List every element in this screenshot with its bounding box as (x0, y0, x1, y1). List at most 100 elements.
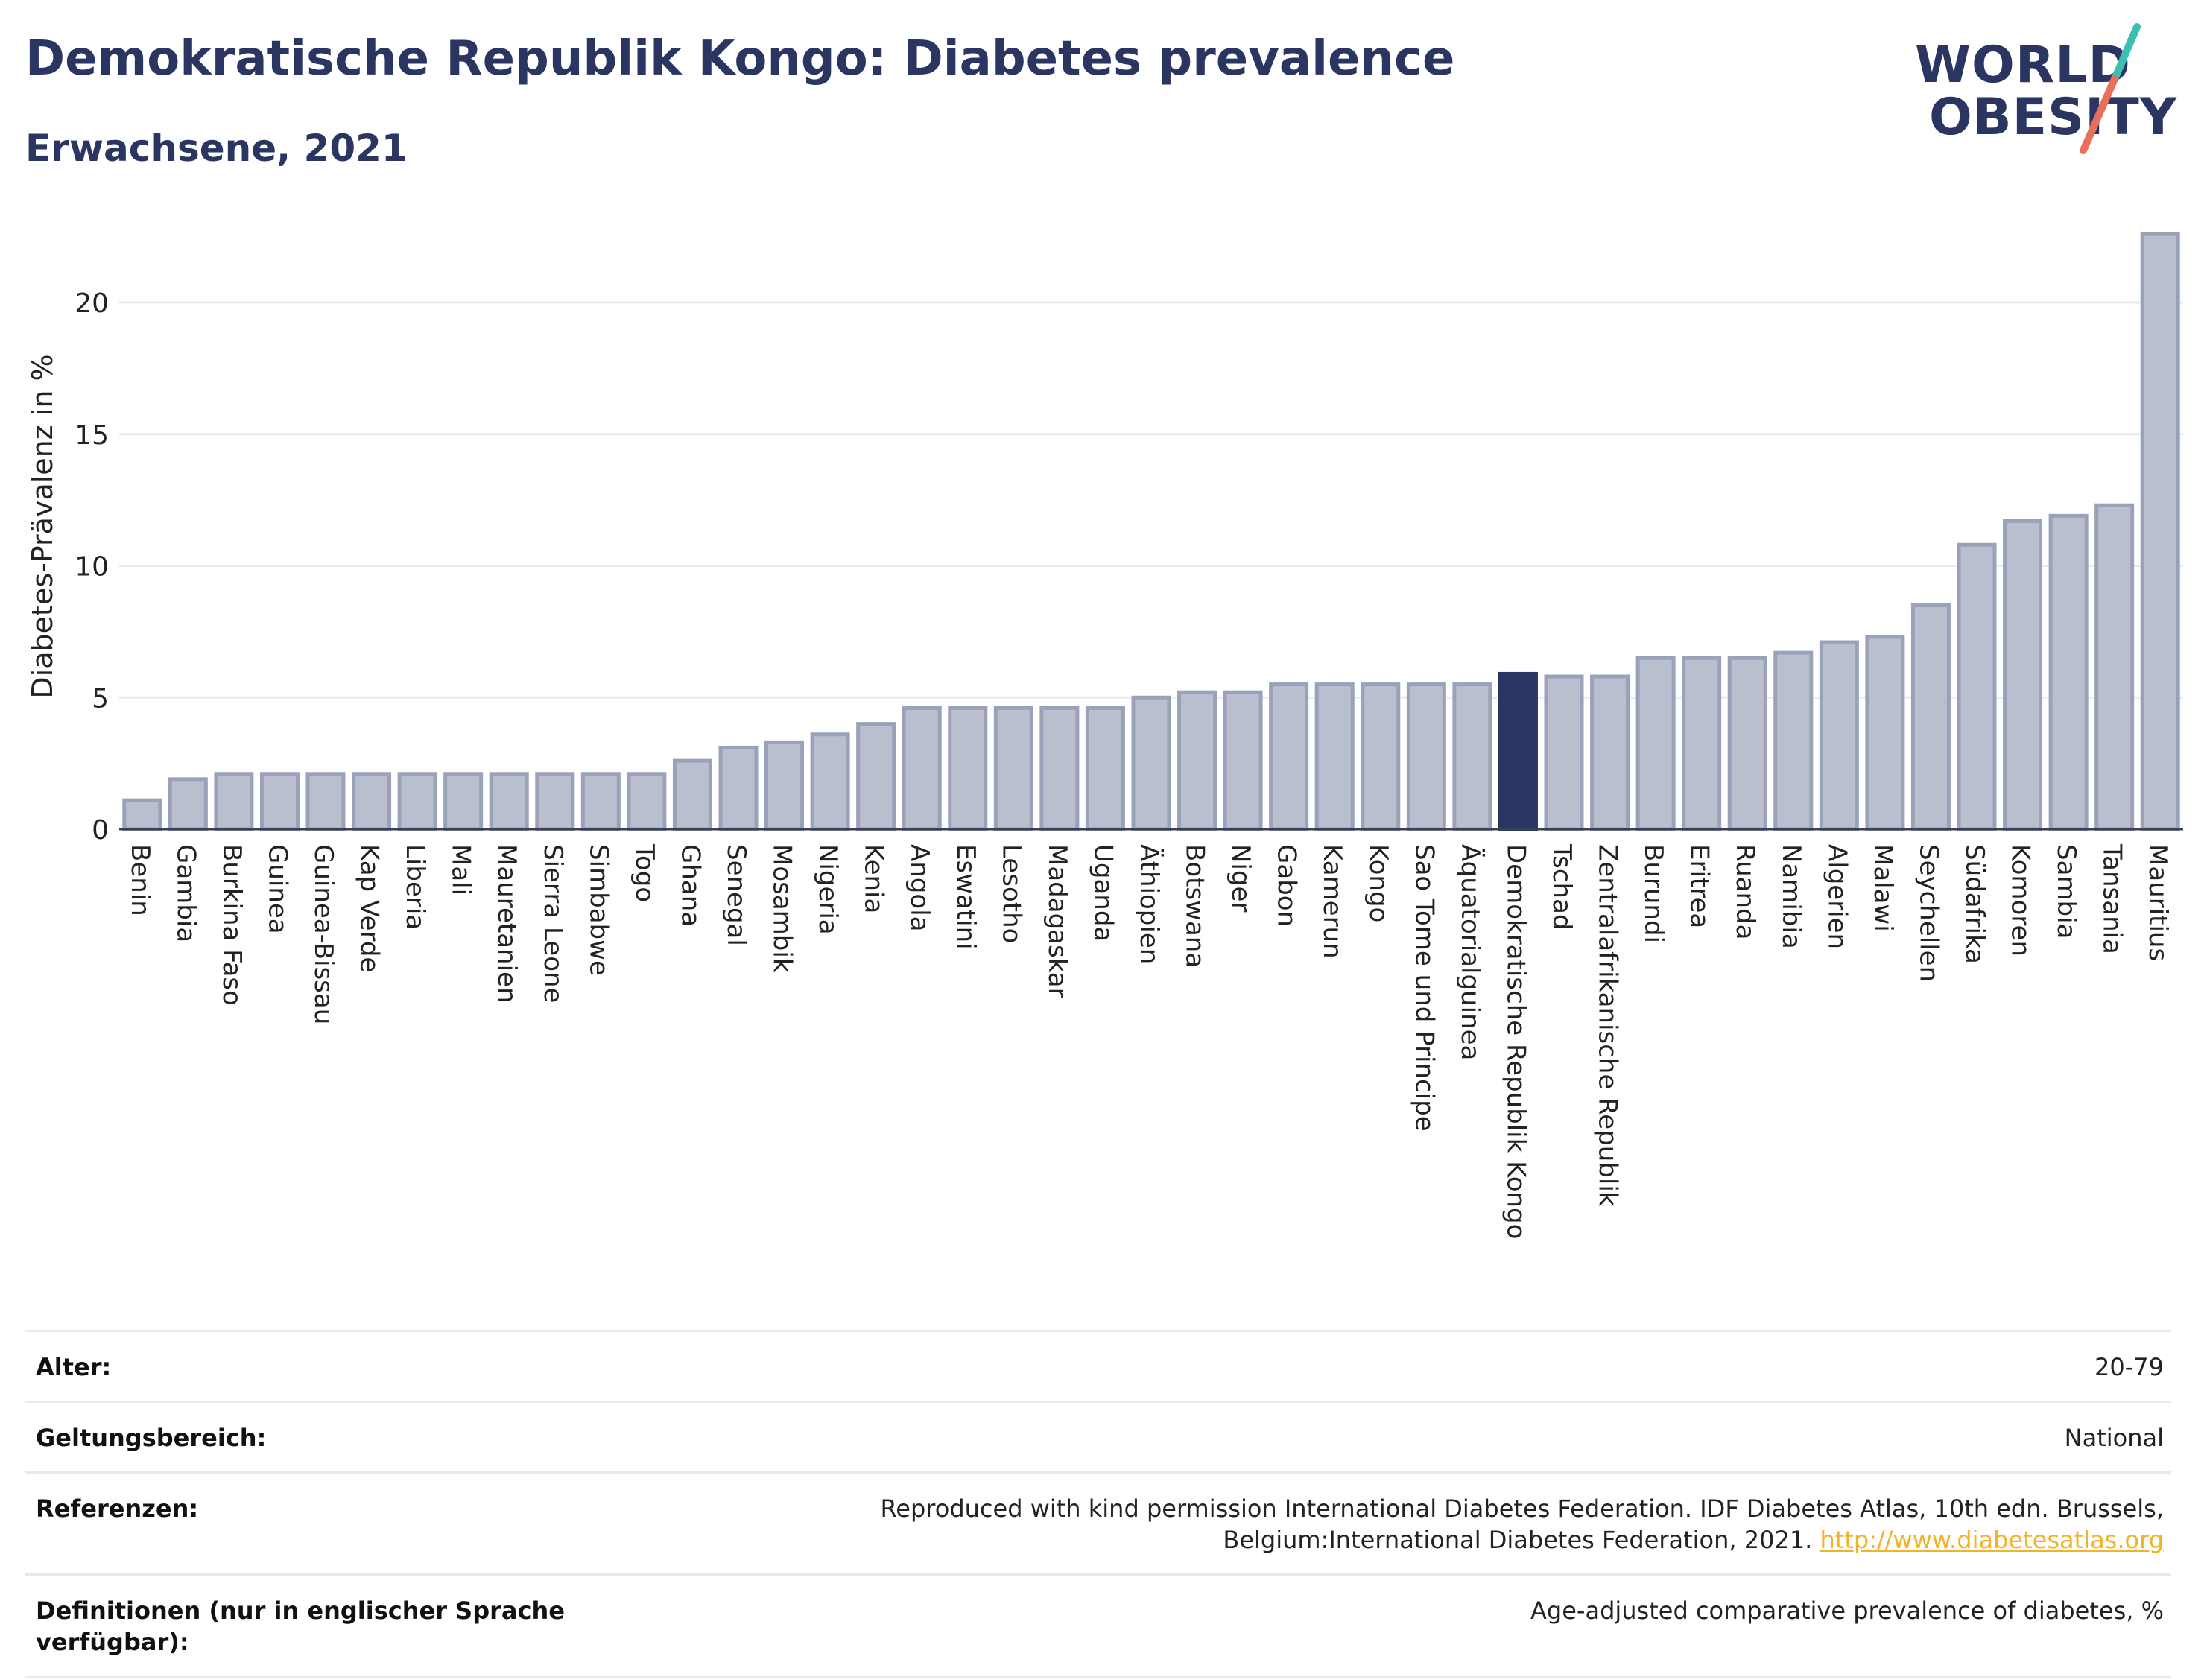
metadata-table: Alter: 20-79 Geltungsbereich: National R… (25, 1330, 2171, 1678)
bar-zentralafrikanische-republik[interactable] (1590, 674, 1630, 831)
references-link[interactable]: http://www.diabetesatlas.org (1820, 1526, 2164, 1554)
x-tick-label: Gabon (1272, 844, 1302, 927)
meta-label-definitions: Definitionen (nur in englischer Sprache … (36, 1597, 565, 1656)
bar-kamerun[interactable] (1314, 682, 1355, 831)
bar-äthiopien[interactable] (1131, 695, 1171, 831)
meta-label-references: Referenzen: (36, 1494, 199, 1523)
x-tick-label: Sierra Leone (538, 844, 568, 1003)
x-tick-label: Komoren (2006, 844, 2036, 957)
references-text: Reproduced with kind permission Internat… (880, 1494, 2165, 1554)
x-tick-label: Simbabwe (583, 844, 613, 976)
bar-ruanda[interactable] (1727, 656, 1767, 831)
x-tick-label: Demokratische Republik Kongo (1501, 844, 1530, 1239)
bar-mauretanien[interactable] (489, 772, 529, 831)
y-tick-label: 10 (75, 552, 109, 583)
x-tick-label: Algerien (1822, 844, 1852, 949)
x-tick-label: Tansania (2097, 843, 2127, 954)
bar-chart: 0 5 10 15 20 Benin Gambia Burkina Faso Guinea Gu… (26, 232, 2183, 1239)
x-tick-label: Gambia (171, 844, 200, 942)
x-tick-label: Kenia (859, 844, 889, 913)
meta-value-age: 20-79 (2094, 1353, 2164, 1381)
bar-mali[interactable] (443, 772, 484, 831)
meta-row-references: Referenzen: Reproduced with kind permiss… (25, 1471, 2171, 1573)
bar-gabon[interactable] (1269, 682, 1309, 831)
y-axis-label: Diabetes-Prävalenz in % (26, 354, 59, 698)
x-tick-label: Mosambik (767, 844, 797, 973)
y-tick-label: 5 (92, 683, 109, 714)
bar-tschad[interactable] (1544, 674, 1584, 831)
bar-guinea[interactable] (259, 772, 300, 831)
bar-ghana[interactable] (672, 758, 712, 831)
x-tick-label: Uganda (1088, 844, 1118, 942)
bar-namibia[interactable] (1773, 650, 1814, 831)
y-tick-label: 0 (92, 815, 109, 846)
meta-row-scope: Geltungsbereich: National (25, 1401, 2171, 1471)
bar-burkina-faso[interactable] (214, 772, 254, 831)
bar-mosambik[interactable] (764, 740, 805, 831)
bar-lesotho[interactable] (993, 706, 1033, 831)
bar-südafrika[interactable] (1957, 542, 1997, 831)
bar-eswatini[interactable] (948, 706, 988, 831)
bar-sao-tome-und-principe[interactable] (1406, 682, 1446, 831)
bar-liberia[interactable] (397, 772, 437, 831)
bar-nigeria[interactable] (810, 732, 850, 831)
logo-slash-icon (2080, 23, 2141, 154)
x-tick-label: Mauretanien (492, 844, 522, 1004)
x-tick-label: Madagaskar (1042, 844, 1072, 998)
bar-gambia[interactable] (168, 777, 208, 831)
x-tick-label: Guinea (262, 844, 292, 934)
bar-madagaskar[interactable] (1039, 706, 1080, 831)
x-tick-label: Äquatorialguinea (1455, 844, 1485, 1060)
chart-title: Demokratische Republik Kongo: Diabetes p… (25, 31, 1455, 86)
bar-malawi[interactable] (1865, 635, 1905, 831)
x-tick-label: Eritrea (1685, 844, 1714, 928)
x-tick-label: Niger (1226, 844, 1255, 912)
x-tick-label: Burundi (1638, 844, 1668, 943)
bar-burundi[interactable] (1635, 656, 1676, 831)
x-tick-label: Namibia (1776, 844, 1806, 949)
meta-value-scope: National (2064, 1424, 2164, 1452)
bar-algerien[interactable] (1819, 640, 1859, 831)
bar-eritrea[interactable] (1682, 656, 1722, 831)
bar-kenia[interactable] (856, 722, 896, 831)
x-tick-label: Senegal (721, 844, 751, 946)
bar-kap-verde[interactable] (352, 772, 392, 831)
x-tick-label: Kongo (1364, 844, 1393, 922)
x-tick-label: Benin (125, 844, 155, 916)
bar-komoren[interactable] (2003, 519, 2043, 831)
x-tick-label: Zentralafrikanische Republik (1593, 844, 1623, 1207)
bar-simbabwe[interactable] (580, 772, 621, 831)
x-tick-label: Kamerun (1317, 844, 1347, 959)
bar-tansania[interactable] (2094, 503, 2135, 831)
bar-äquatorialguinea[interactable] (1452, 682, 1492, 831)
bar-sierra-leone[interactable] (535, 772, 575, 831)
bar-togo[interactable] (627, 772, 667, 831)
x-tick-label: Sao Tome und Principe (1409, 844, 1439, 1132)
bar-seychellen[interactable] (1910, 603, 1951, 831)
meta-value-definitions: Age-adjusted comparative prevalence of d… (1530, 1597, 2164, 1625)
bar-mauritius[interactable] (2140, 232, 2180, 831)
y-tick-label: 15 (75, 420, 109, 451)
x-tick-label: Guinea-Bissau (308, 844, 338, 1024)
bar-senegal[interactable] (718, 745, 759, 831)
bar-sambia[interactable] (2048, 513, 2089, 831)
x-tick-label: Kap Verde (355, 844, 384, 972)
chart-subtitle: Erwachsene, 2021 (25, 127, 408, 170)
meta-row-age: Alter: 20-79 (25, 1330, 2171, 1401)
bar-demokratische-republik-kongo[interactable] (1498, 671, 1538, 831)
bar-benin[interactable] (122, 798, 162, 831)
x-tick-label: Ruanda (1730, 844, 1760, 939)
logo-text-line1: WORLD (1915, 36, 2131, 95)
x-tick-label: Ghana (675, 844, 705, 927)
x-tick-label: Südafrika (1960, 844, 1989, 964)
x-tick-label: Malawi (1868, 844, 1898, 932)
bar-niger[interactable] (1223, 690, 1263, 831)
bar-uganda[interactable] (1085, 706, 1125, 831)
bar-botswana[interactable] (1177, 690, 1217, 831)
x-tick-label: Burkina Faso (217, 844, 247, 1006)
x-tick-label: Togo (630, 843, 659, 902)
bar-guinea-bissau[interactable] (305, 772, 346, 831)
bar-kongo[interactable] (1361, 682, 1401, 831)
world-obesity-logo[interactable]: WORLD OBESITY (1915, 22, 2191, 156)
bar-angola[interactable] (902, 706, 942, 831)
